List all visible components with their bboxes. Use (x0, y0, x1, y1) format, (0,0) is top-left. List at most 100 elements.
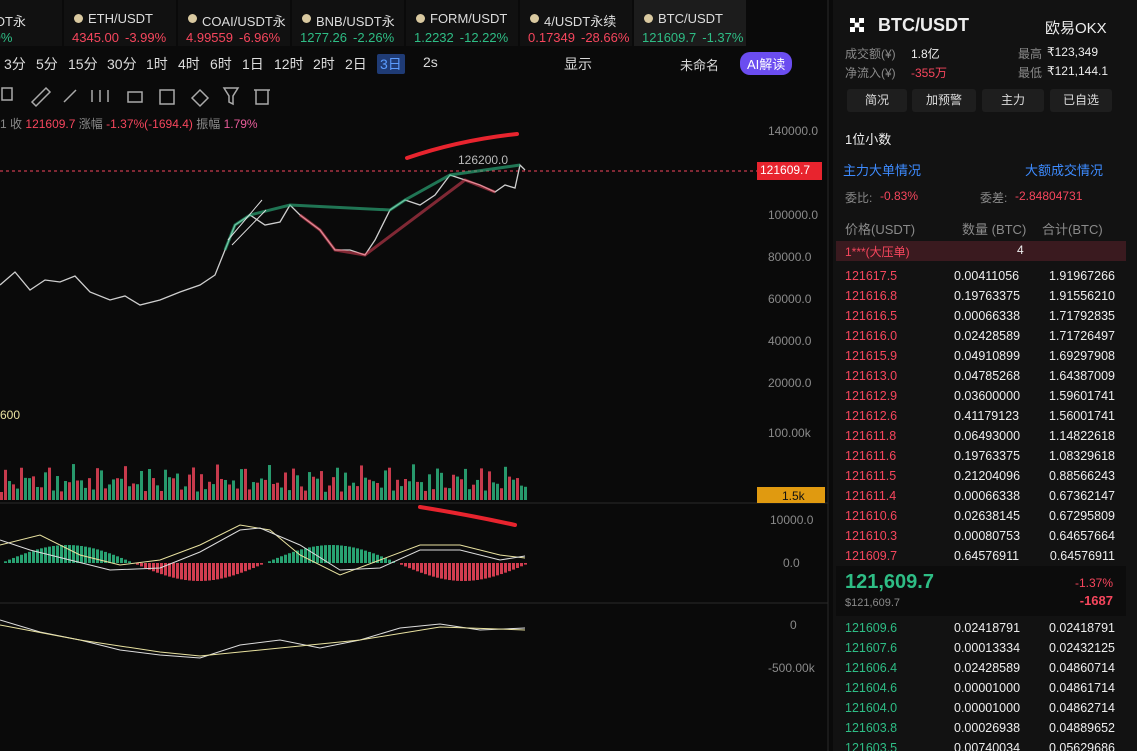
tab-change: -2.26% (353, 30, 395, 45)
interval[interactable]: 1时 (146, 56, 168, 72)
volume-bar (116, 478, 119, 500)
panel-button[interactable]: 加预警 (912, 89, 976, 112)
order-price: 121611.8 (845, 429, 897, 443)
interval[interactable]: 12时 (274, 56, 304, 72)
volume-bar (72, 464, 75, 500)
order-row[interactable]: 121612.6 0.41179123 1.56001741 (845, 406, 1115, 426)
refresh[interactable]: 2s (423, 54, 438, 70)
candles-down (299, 178, 496, 257)
order-total: 1.59601741 (1048, 389, 1115, 403)
order-row[interactable]: 121611.6 0.19763375 1.08329618 (845, 446, 1115, 466)
layout-name[interactable]: 未命名 (680, 58, 720, 73)
interval[interactable]: 2日 (345, 56, 367, 72)
order-row[interactable]: 121610.6 0.02638145 0.67295809 (845, 506, 1115, 526)
macd-bar (476, 563, 479, 580)
tab[interactable]: 4/USDT永续 0.17349 -28.66% (520, 0, 632, 46)
order-row[interactable]: 121603.5 0.00740034 0.05629686 (845, 738, 1115, 751)
order-row[interactable]: 121604.6 0.00001000 0.04861714 (845, 678, 1115, 698)
order-row[interactable]: 121616.8 0.19763375 1.91556210 (845, 286, 1115, 306)
ratio-label: 委比: (845, 191, 873, 205)
tab[interactable]: ETH/USDT 4345.00 -3.99% (64, 0, 176, 46)
tab[interactable]: FORM/USDT 1.2232 -12.22% (406, 0, 518, 46)
order-row[interactable]: 121612.9 0.03600000 1.59601741 (845, 386, 1115, 406)
volume-bar (188, 474, 191, 500)
order-row[interactable]: 121606.4 0.02428589 0.04860714 (845, 658, 1115, 678)
volume-bar (396, 479, 399, 500)
ai-button[interactable]: AI解读 (740, 52, 793, 75)
order-total: 1.69297908 (1048, 349, 1115, 363)
volume-bar (160, 490, 163, 500)
tab[interactable]: /USDT永0-3.99% (0, 0, 62, 46)
order-panel (833, 0, 1137, 751)
order-row[interactable]: 121604.0 0.00001000 0.04862714 (845, 698, 1115, 718)
exchange[interactable]: 欧易OKX (1045, 20, 1107, 37)
volume-bar (100, 470, 103, 500)
interval[interactable]: 30分 (107, 56, 137, 72)
volume-bar (172, 478, 175, 500)
volume-bar (132, 483, 135, 500)
interval[interactable]: 3日 (377, 54, 405, 74)
interval[interactable]: 3分 (4, 56, 26, 72)
order-price: 121610.3 (845, 529, 898, 543)
order-total: 1.08329618 (1048, 449, 1115, 463)
interval[interactable]: 1日 (242, 56, 264, 72)
tab[interactable]: BTC/USDT 121609.7 -1.37% (634, 0, 746, 46)
decimals[interactable]: 1位小数 (845, 132, 892, 147)
link-main[interactable]: 主力大单情况 (843, 163, 922, 178)
order-row[interactable]: 121611.5 0.21204096 0.88566243 (845, 466, 1115, 486)
order-row[interactable]: 121616.0 0.02428589 1.71726497 (845, 326, 1115, 346)
order-price: 121611.6 (845, 449, 897, 463)
volume-bar (288, 490, 291, 500)
order-row[interactable]: 121611.4 0.00066338 0.67362147 (845, 486, 1115, 506)
volume-bar (184, 486, 187, 500)
tab[interactable]: BNB/USDT永 1277.26 -2.26% (292, 0, 404, 46)
price-axis-label: 20000.0 (768, 376, 812, 390)
volume-bar (488, 471, 491, 500)
order-row[interactable]: 121615.9 0.04910899 1.69297908 (845, 346, 1115, 366)
order-total: 1.91556210 (1048, 289, 1115, 303)
macd-bar (320, 545, 323, 563)
order-row[interactable]: 121609.6 0.02418791 0.02418791 (845, 618, 1115, 638)
macd-bar (488, 563, 491, 578)
order-price: 121613.0 (845, 369, 898, 383)
tab-symbol: ETH/USDT (88, 11, 153, 26)
volume-bar (484, 490, 487, 500)
panel-button[interactable]: 简况 (847, 89, 907, 112)
tab[interactable]: COAI/USDT永 4.99559 -6.96% (178, 0, 290, 46)
order-row[interactable]: 121603.8 0.00026938 0.04889652 (845, 718, 1115, 738)
interval[interactable]: 6时 (210, 56, 232, 72)
order-total: 0.04862714 (1048, 701, 1115, 715)
order-price: 121616.0 (845, 329, 898, 343)
order-qty: 0.02428589 (954, 661, 1021, 675)
macd-bar (248, 563, 251, 570)
link-large[interactable]: 大额成交情况 (1025, 163, 1104, 178)
tab-price-value: 4.99559 (186, 30, 233, 45)
macd-bar (92, 548, 95, 563)
volume-bar (92, 489, 95, 500)
order-row[interactable]: 121616.5 0.00066338 1.71792835 (845, 306, 1115, 326)
volume-bars (0, 464, 527, 500)
last-usd: $121,609.7 (845, 597, 901, 609)
tab-price-value: 1277.26 (300, 30, 347, 45)
interval[interactable]: 2时 (313, 56, 335, 72)
order-row[interactable]: 121610.3 0.00080753 0.64657664 (845, 526, 1115, 546)
volume-bar (232, 480, 235, 500)
volume-bar (220, 478, 223, 500)
order-row[interactable]: 121617.5 0.00411056 1.91967266 (845, 266, 1115, 286)
order-qty: 0.00066338 (954, 309, 1021, 323)
display-toggle[interactable]: 显示 (564, 56, 592, 72)
panel-button[interactable]: 已自选 (1050, 89, 1112, 112)
volume-bar (76, 480, 79, 500)
interval[interactable]: 5分 (36, 56, 58, 72)
volume-bar (424, 490, 427, 500)
volume-bar (476, 479, 479, 500)
order-row[interactable]: 121607.6 0.00013334 0.02432125 (845, 638, 1115, 658)
interval[interactable]: 15分 (68, 56, 98, 72)
order-row[interactable]: 121611.8 0.06493000 1.14822618 (845, 426, 1115, 446)
panel-button[interactable]: 主力 (982, 89, 1044, 112)
interval[interactable]: 4时 (178, 56, 200, 72)
order-row[interactable]: 121609.7 0.64576911 0.64576911 (845, 546, 1115, 566)
macd-bar (208, 563, 211, 581)
big-order-count: 4 (1017, 243, 1024, 257)
order-row[interactable]: 121613.0 0.04785268 1.64387009 (845, 366, 1115, 386)
